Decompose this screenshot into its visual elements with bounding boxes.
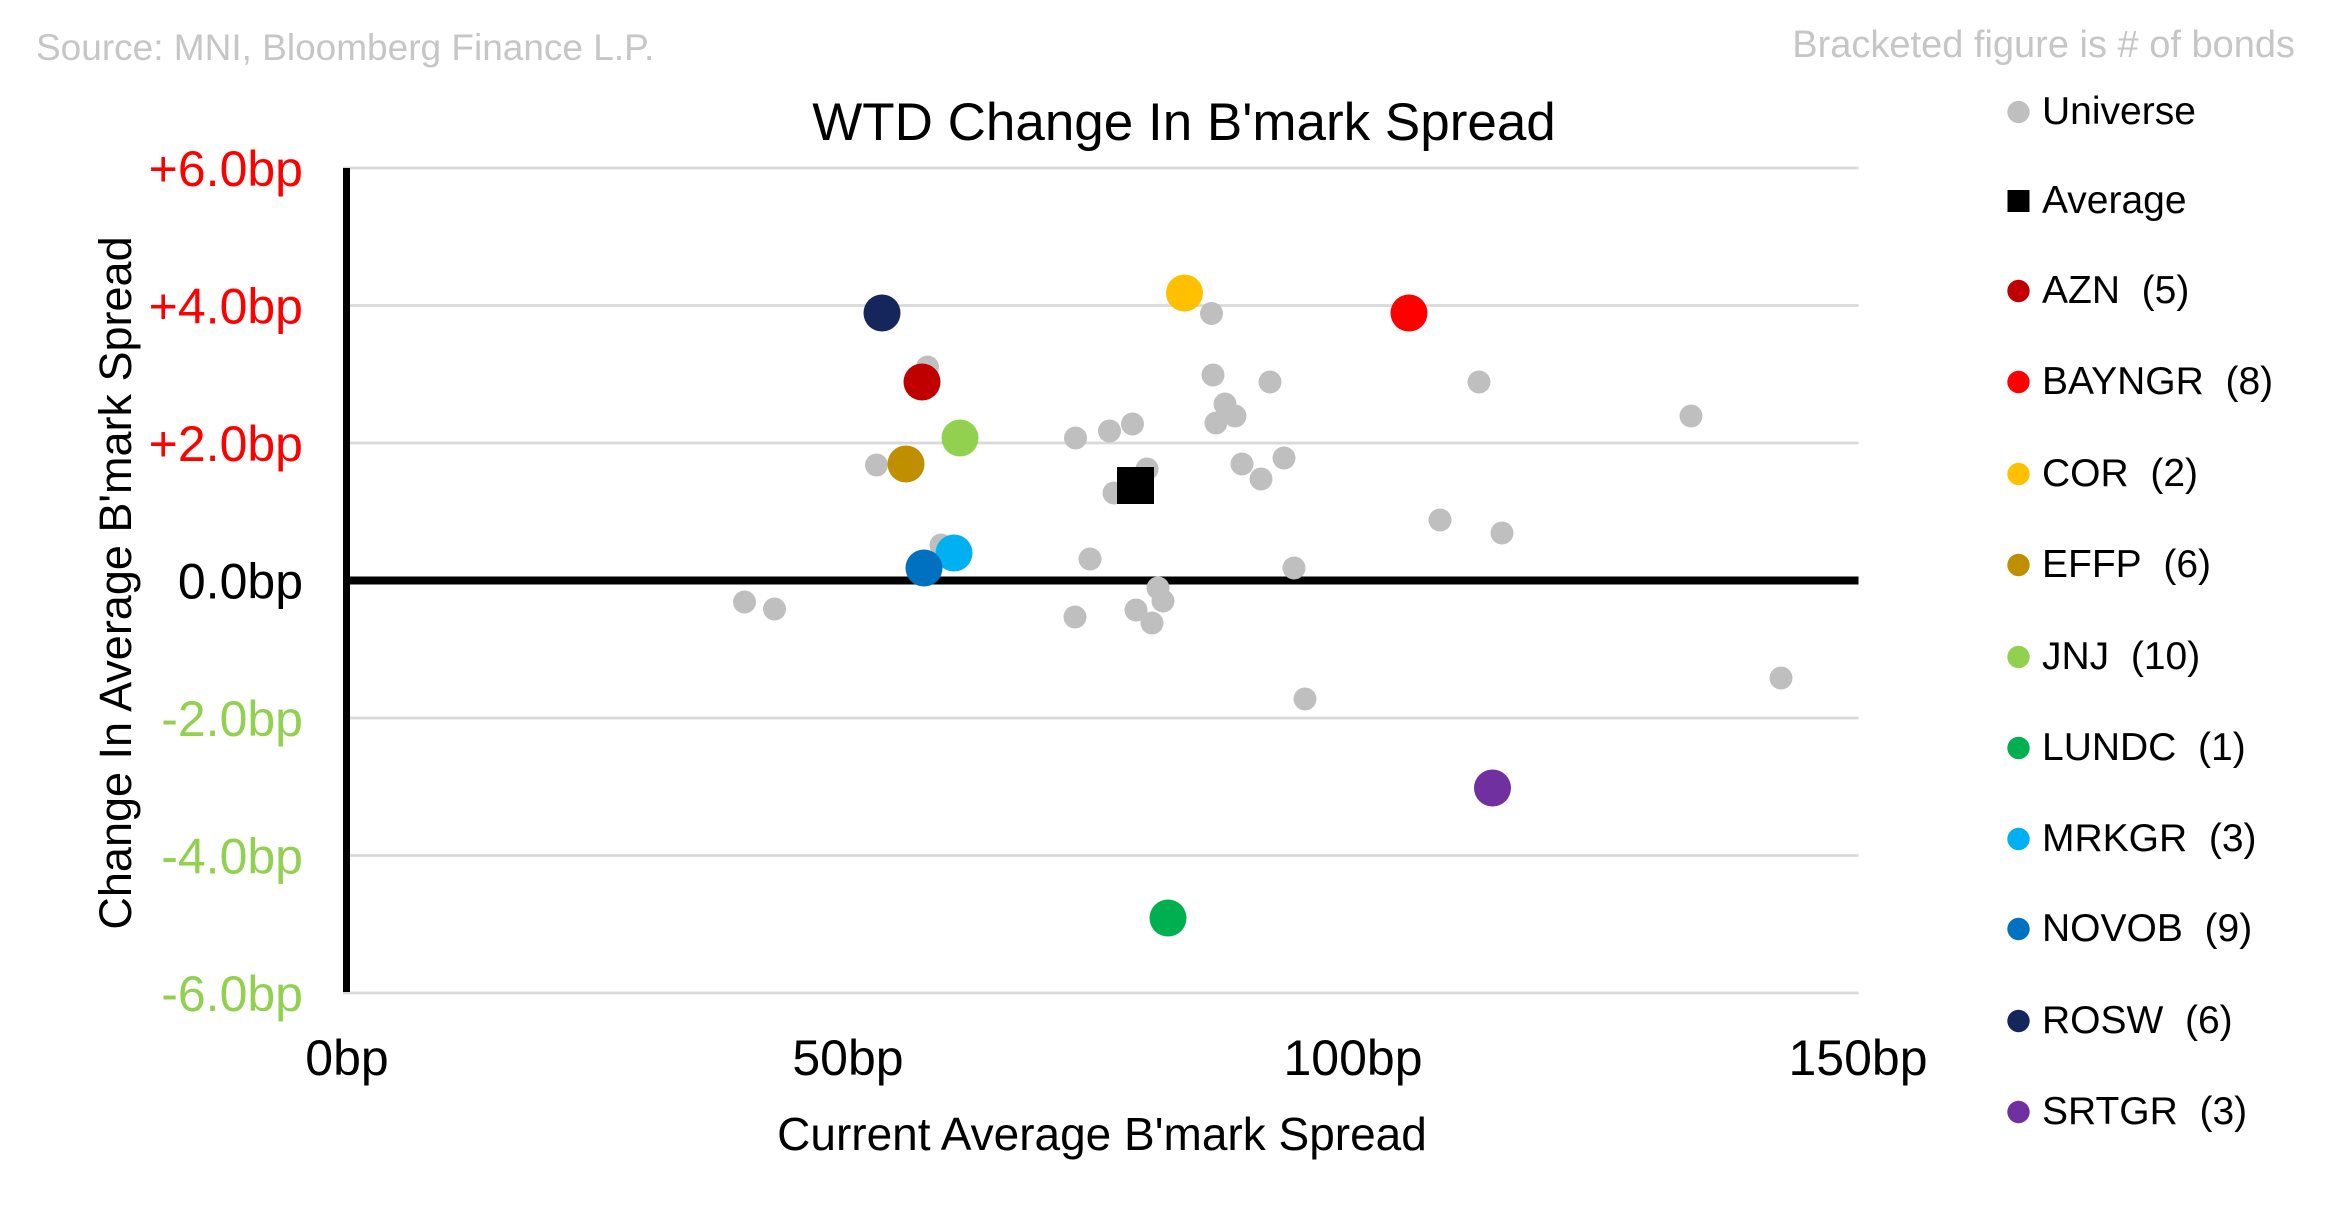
svg-text:JNJ (10): JNJ (10) bbox=[2042, 635, 2200, 678]
svg-text:LUNDC (1): LUNDC (1) bbox=[2042, 726, 2246, 769]
svg-text:+4.0bp: +4.0bp bbox=[149, 279, 303, 335]
svg-text:COR (2): COR (2) bbox=[2042, 452, 2198, 495]
svg-text:WTD Change In B'mark Spread: WTD Change In B'mark Spread bbox=[812, 93, 1556, 152]
svg-text:-4.0bp: -4.0bp bbox=[161, 829, 303, 885]
svg-text:MRKGR (3): MRKGR (3) bbox=[2042, 817, 2257, 860]
svg-text:-2.0bp: -2.0bp bbox=[161, 691, 303, 747]
svg-text:Change In Average B'mark Sprea: Change In Average B'mark Spread bbox=[90, 236, 141, 929]
svg-text:EFFP (6): EFFP (6) bbox=[2042, 543, 2211, 586]
svg-text:Bracketed figure is # of bonds: Bracketed figure is # of bonds bbox=[1792, 24, 2295, 66]
svg-text:AZN (5): AZN (5) bbox=[2042, 269, 2189, 312]
svg-text:150bp: 150bp bbox=[1788, 1030, 1927, 1086]
svg-text:ROSW (6): ROSW (6) bbox=[2042, 999, 2233, 1042]
svg-text:Average: Average bbox=[2042, 179, 2187, 222]
svg-text:0.0bp: 0.0bp bbox=[178, 554, 303, 610]
svg-text:Current Average B'mark Spread: Current Average B'mark Spread bbox=[777, 1108, 1427, 1160]
svg-text:+6.0bp: +6.0bp bbox=[149, 141, 303, 197]
svg-text:-6.0bp: -6.0bp bbox=[161, 966, 303, 1022]
svg-text:100bp: 100bp bbox=[1283, 1030, 1422, 1086]
svg-text:SRTGR (3): SRTGR (3) bbox=[2042, 1090, 2247, 1133]
svg-text:Source: MNI, Bloomberg Finance: Source: MNI, Bloomberg Finance L.P. bbox=[36, 27, 654, 68]
svg-text:0bp: 0bp bbox=[305, 1030, 388, 1086]
svg-text:Universe: Universe bbox=[2042, 90, 2196, 133]
svg-text:+2.0bp: +2.0bp bbox=[149, 416, 303, 472]
svg-text:50bp: 50bp bbox=[792, 1030, 903, 1086]
svg-text:NOVOB (9): NOVOB (9) bbox=[2042, 907, 2252, 950]
svg-text:BAYNGR (8): BAYNGR (8) bbox=[2042, 360, 2273, 403]
